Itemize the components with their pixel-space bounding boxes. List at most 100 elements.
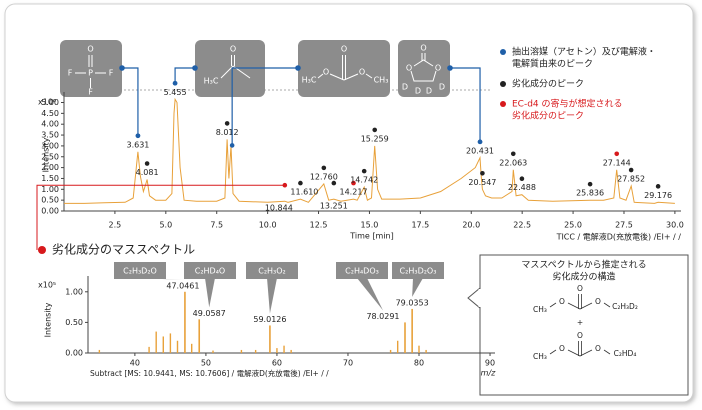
y-tick-label: 2.50 xyxy=(41,152,59,161)
legend-label: 劣化成分のピーク xyxy=(512,110,584,122)
connector-dot xyxy=(192,65,198,71)
note-title: 劣化成分の構造 xyxy=(552,271,615,283)
atom-label: O xyxy=(359,68,365,77)
x-axis-label: m/z xyxy=(481,369,496,378)
bar xyxy=(283,345,285,353)
legend-label: 電解質由来のピーク xyxy=(512,58,593,70)
note-atom: O xyxy=(559,297,565,306)
note-title: マススペクトルから推定される xyxy=(521,259,646,271)
legend-marker xyxy=(500,81,506,87)
y-tick-label: 0.00 xyxy=(41,207,59,216)
y-multiplier: x10⁶ xyxy=(38,98,56,107)
callout-box xyxy=(114,262,166,279)
peak-label: 79.0353 xyxy=(396,298,429,307)
peak-marker xyxy=(480,171,485,176)
atom-label: O xyxy=(230,45,236,54)
note-atom: C₂HD₄ xyxy=(614,349,637,358)
peak-marker xyxy=(510,151,516,157)
footer: TICC / 電解液D(充放電後) /EI+ / / xyxy=(556,232,682,242)
atom-label: F xyxy=(88,88,93,97)
x-tick-label: 60 xyxy=(272,359,282,368)
atom-label: D xyxy=(415,87,421,96)
x-tick-label: 25.0 xyxy=(564,221,582,230)
legend-label: 劣化成分のピーク xyxy=(512,78,584,90)
bonds xyxy=(410,53,437,82)
callout-pointer xyxy=(357,278,383,311)
x-tick-label: 12.5 xyxy=(310,221,328,230)
peak-label: 14.217 xyxy=(340,188,368,197)
x-tick-label: 50 xyxy=(201,359,211,368)
peak-label: 13.251 xyxy=(320,202,348,211)
x-tick-label: 70 xyxy=(343,359,353,368)
peak-label: 27.144 xyxy=(603,158,631,167)
callout-box xyxy=(392,262,444,279)
bonds xyxy=(317,55,373,81)
peak-marker xyxy=(372,127,378,133)
bonds xyxy=(75,55,106,88)
legend-label: EC-d4 の寄与が想定される xyxy=(512,98,623,110)
y-tick-label: 1.50 xyxy=(41,174,59,183)
structure-box xyxy=(60,40,122,97)
peak-marker xyxy=(655,184,661,189)
y-multiplier: x10⁵ xyxy=(38,281,56,290)
connector-dot xyxy=(172,80,178,86)
atom-label: D xyxy=(402,83,408,92)
atom-label: O xyxy=(323,68,329,77)
bar xyxy=(389,349,392,353)
footer: Subtract [MS: 10.9441, MS: 10.7606] / 電解… xyxy=(90,368,329,378)
x-tick-label: 10.0 xyxy=(259,221,277,230)
peak-label: 22.063 xyxy=(499,158,527,167)
peak-marker xyxy=(361,168,367,174)
bar xyxy=(240,349,243,353)
callout-pointer xyxy=(412,278,423,297)
note-box xyxy=(479,254,689,396)
note-atom: CH₃ xyxy=(533,352,547,361)
peak-marker xyxy=(519,176,525,182)
callout-pointer xyxy=(205,278,215,308)
y-tick-label: 0.50 xyxy=(41,196,59,205)
bar xyxy=(162,336,164,353)
formula: C₂H₃D₂O xyxy=(123,267,157,276)
note-atom: CH₃ xyxy=(533,305,547,314)
connector xyxy=(231,67,298,146)
bar xyxy=(148,346,150,353)
atom-label: O xyxy=(435,64,441,73)
bar xyxy=(276,348,278,353)
formula: C₂HD₄O xyxy=(195,267,225,276)
bar xyxy=(212,350,214,353)
bar xyxy=(425,349,427,353)
connector xyxy=(174,67,195,84)
structure-box xyxy=(298,40,390,97)
atom-label: O xyxy=(406,64,412,73)
atom-label: F xyxy=(68,69,73,78)
structure-box xyxy=(398,40,450,97)
atom-label: F xyxy=(109,69,114,78)
legend-marker xyxy=(500,101,506,107)
bar xyxy=(290,349,292,353)
peak-label: 4.081 xyxy=(136,168,159,177)
note-bonds xyxy=(549,294,611,357)
peak-label: 29.176 xyxy=(644,191,672,200)
y-axis-label: Intensity xyxy=(42,137,51,172)
peak-label: 12.760 xyxy=(310,172,338,181)
bar xyxy=(411,308,413,353)
note-atom: O xyxy=(559,344,565,353)
note-atom: O xyxy=(577,284,583,293)
connector-dot xyxy=(229,143,235,148)
bar xyxy=(176,340,179,353)
y-tick-label: 0.00 xyxy=(65,349,83,358)
x-tick-label: 27.5 xyxy=(615,221,633,230)
peak-label: 5.455 xyxy=(164,88,187,97)
callout-box xyxy=(336,262,388,279)
peak-marker xyxy=(144,161,150,166)
callout-pointer xyxy=(267,278,277,314)
atom-label: CH₃ xyxy=(374,76,389,85)
note-atom: O xyxy=(595,344,601,353)
connector xyxy=(122,67,139,136)
x-tick-label: 30.0 xyxy=(666,221,684,230)
peak-label: 11.610 xyxy=(290,188,318,197)
peak-marker xyxy=(331,180,337,186)
bar xyxy=(184,291,186,353)
bar xyxy=(396,340,399,353)
note-atom: C₂H₃D₂ xyxy=(612,302,638,311)
